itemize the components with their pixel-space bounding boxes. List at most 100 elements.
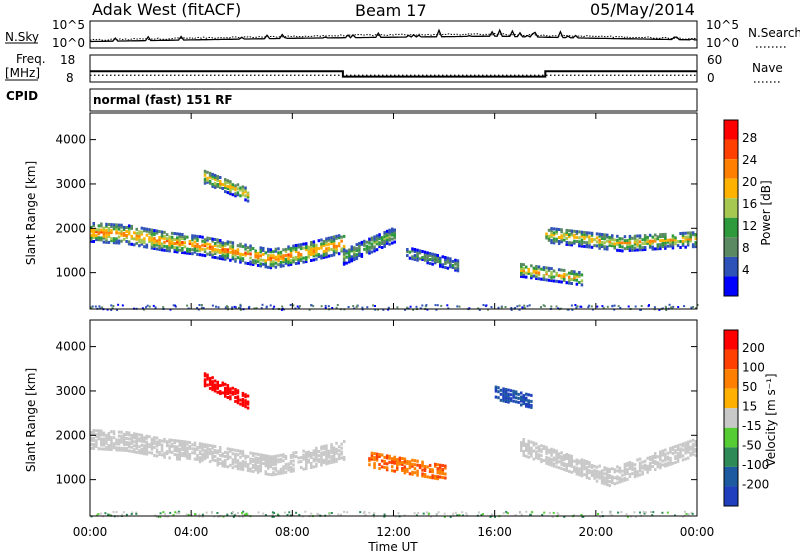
data-cell (578, 275, 581, 278)
data-cell (135, 231, 138, 235)
data-cell (201, 513, 204, 516)
data-cell (325, 239, 328, 243)
data-cell (158, 244, 161, 247)
data-cell (337, 453, 341, 457)
data-cell (254, 456, 257, 460)
data-cell (388, 238, 391, 242)
data-cell (332, 448, 336, 452)
data-cell (616, 234, 619, 238)
data-cell (110, 223, 113, 227)
data-cell (97, 513, 100, 516)
data-cell (636, 244, 639, 248)
data-cell (403, 461, 407, 465)
data-cell (211, 176, 214, 180)
data-cell (292, 455, 295, 459)
data-cell (307, 253, 310, 257)
data-cell (312, 258, 316, 262)
data-cell (547, 450, 551, 454)
data-cell (454, 258, 457, 262)
data-cell (618, 468, 622, 472)
data-cell (133, 436, 136, 440)
data-cell (606, 247, 609, 251)
data-cell (421, 304, 424, 307)
data-cell (636, 472, 639, 476)
data-cell (269, 264, 273, 268)
data-cell (97, 429, 101, 433)
data-cell (647, 305, 650, 308)
data-cell (393, 230, 396, 234)
data-cell (320, 305, 323, 308)
data-cell (274, 454, 278, 458)
data-cell (643, 467, 647, 471)
data-cell (170, 245, 174, 249)
data-cell (588, 461, 591, 464)
data-cell (178, 451, 181, 455)
data-cell (198, 442, 202, 446)
data-cell (416, 459, 419, 463)
data-cell (196, 307, 199, 309)
data-cell (585, 243, 589, 247)
data-cell (241, 193, 245, 197)
data-cell (150, 240, 154, 244)
data-cell (529, 513, 532, 516)
data-cell (229, 387, 232, 391)
data-cell (568, 455, 571, 459)
data-cell (125, 236, 128, 239)
data-cell (378, 467, 381, 470)
data-cell (267, 464, 270, 468)
data-cell (173, 445, 176, 449)
data-cell (234, 454, 237, 458)
data-cell (256, 255, 260, 259)
data-cell (163, 240, 166, 244)
data-cell (284, 257, 288, 261)
data-cell (105, 447, 108, 451)
data-cell (97, 238, 101, 242)
data-cell (348, 252, 351, 256)
data-cell (213, 244, 217, 247)
data-cell (436, 256, 439, 259)
data-cell (623, 247, 627, 251)
data-cell (332, 450, 336, 454)
data-cell (90, 430, 93, 434)
data-cell (251, 259, 255, 262)
data-cell (241, 401, 245, 405)
data-cell (196, 455, 199, 459)
data-cell (401, 467, 404, 470)
data-cell (603, 478, 606, 482)
data-cell (573, 274, 576, 278)
data-cell (348, 248, 351, 252)
data-cell (520, 441, 523, 445)
data-cell (92, 433, 95, 436)
data-cell (231, 241, 235, 245)
data-cell (138, 439, 141, 443)
data-cell (162, 306, 165, 309)
data-cell (573, 272, 576, 276)
data-cell (638, 246, 642, 250)
data-cell (328, 513, 331, 516)
data-cell (327, 254, 331, 258)
data-cell (234, 259, 237, 263)
data-cell (626, 461, 629, 465)
data-cell (224, 255, 227, 259)
data-cell (203, 443, 207, 447)
data-cell (271, 511, 274, 514)
data-cell (530, 448, 533, 452)
data-cell (598, 246, 601, 250)
data-cell (565, 232, 568, 236)
data-cell (176, 232, 179, 236)
data-cell (236, 465, 240, 469)
data-cell (178, 248, 181, 252)
data-cell (360, 252, 364, 256)
data-cell (550, 447, 553, 451)
data-cell (335, 459, 338, 463)
data-cell (292, 256, 295, 260)
data-cell (616, 238, 619, 242)
data-cell (681, 515, 684, 518)
data-cell (537, 265, 541, 269)
data-cell (606, 471, 609, 475)
data-cell (626, 245, 629, 249)
data-cell (138, 234, 141, 238)
data-cell (330, 238, 333, 241)
data-cell (388, 234, 391, 238)
